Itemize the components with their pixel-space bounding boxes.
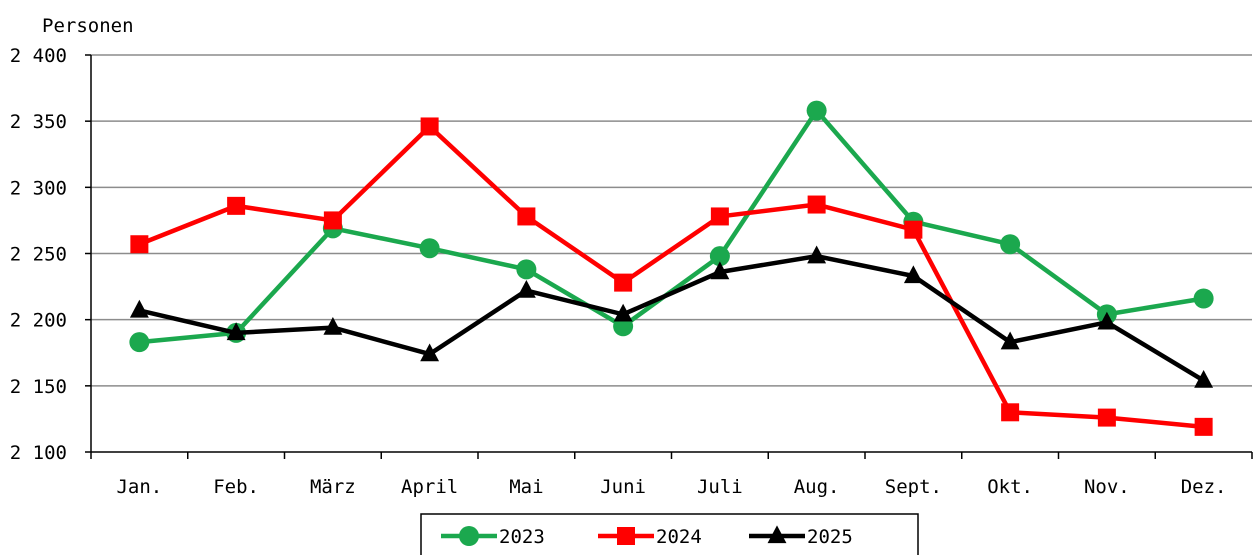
x-tick-labels: Jan. Feb. März April Mai Juni Juli Aug. Sept. Okt…: [116, 476, 1226, 498]
y-tick-label: 2 250: [10, 244, 67, 266]
data-point-square: [807, 195, 826, 214]
x-tick-label: Sept.: [885, 476, 942, 498]
data-point-square: [904, 220, 923, 239]
x-tick-label: Mai: [509, 476, 543, 498]
y-tick-labels: 2 100 2 150 2 200 2 250 2 300 2 350 2 400: [10, 45, 67, 464]
data-point-square: [1001, 403, 1020, 422]
data-point-triangle: [903, 265, 923, 284]
gridlines: [91, 54, 1252, 387]
x-tick-label: April: [401, 476, 458, 498]
x-tick-label: Jan.: [116, 476, 162, 498]
legend-label: 2025: [807, 526, 853, 548]
x-tick-label: Dez.: [1181, 476, 1227, 498]
legend-box: [420, 513, 919, 555]
y-tick-label: 2 200: [10, 310, 67, 332]
data-point-square: [130, 235, 149, 254]
series-group: [129, 100, 1214, 436]
data-point-square: [1194, 417, 1213, 436]
series-2025: [129, 245, 1214, 388]
data-point-square: [323, 211, 342, 230]
legend-item-2023: 2023: [441, 526, 545, 548]
data-point-square: [420, 117, 439, 136]
data-point-triangle: [613, 303, 633, 322]
data-point-square: [1097, 408, 1116, 427]
x-tick-label: März: [310, 476, 356, 498]
data-point-triangle: [710, 261, 730, 280]
series-line: [139, 108, 1204, 345]
y-tick-label: 2 150: [10, 376, 67, 398]
legend-item-2024: 2024: [598, 526, 702, 548]
data-point-triangle: [420, 343, 440, 362]
data-point-circle: [806, 100, 827, 121]
data-point-square: [617, 527, 635, 545]
data-point-triangle: [1194, 369, 1214, 388]
legend-label: 2023: [499, 526, 545, 548]
data-point-circle: [1000, 234, 1021, 255]
data-point-triangle: [767, 525, 787, 544]
x-tick-label: Aug.: [794, 476, 840, 498]
data-point-circle: [419, 238, 440, 259]
series-2024: [130, 117, 1213, 436]
data-point-triangle: [323, 317, 343, 335]
x-tick-label: Feb.: [213, 476, 259, 498]
axes: [85, 54, 1253, 459]
y-tick-label: 2 300: [10, 177, 67, 199]
data-point-circle: [709, 246, 730, 267]
data-point-circle: [516, 259, 537, 280]
x-tick-label: Juni: [600, 476, 646, 498]
data-point-circle: [1193, 288, 1214, 309]
y-tick-label: 2 400: [10, 45, 67, 67]
y-tick-label: 2 100: [10, 442, 67, 464]
legend-item-2025: 2025: [749, 525, 853, 548]
data-point-triangle: [1097, 311, 1117, 330]
legend: 2023 2024 2025: [420, 513, 919, 555]
data-point-circle: [129, 332, 150, 353]
data-point-triangle: [226, 322, 246, 341]
data-point-triangle: [516, 279, 536, 298]
series-line: [138, 253, 1205, 383]
data-point-square: [710, 207, 729, 226]
y-axis-label: Personen: [42, 15, 134, 37]
series-2023: [129, 100, 1214, 353]
x-tick-label: Juli: [697, 476, 743, 498]
y-tick-label: 2 350: [10, 111, 67, 133]
series-line: [138, 124, 1204, 430]
data-point-triangle: [1000, 331, 1020, 350]
data-point-circle: [459, 526, 479, 546]
data-point-triangle: [807, 245, 827, 264]
data-point-square: [614, 273, 633, 292]
x-tick-label: Okt.: [987, 476, 1033, 498]
x-tick-label: Nov.: [1084, 476, 1130, 498]
data-point-square: [517, 207, 536, 226]
legend-label: 2024: [656, 526, 702, 548]
data-point-triangle: [129, 299, 149, 318]
data-point-square: [227, 196, 246, 215]
